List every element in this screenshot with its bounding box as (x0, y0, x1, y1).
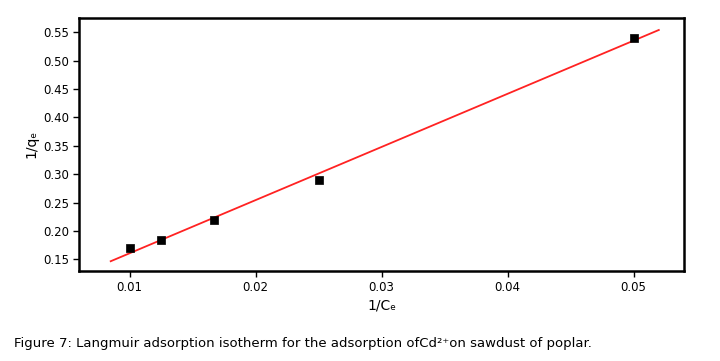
Point (124, 245, 135, 251)
Y-axis label: 1/qₑ: 1/qₑ (24, 130, 39, 158)
Point (156, 236, 167, 242)
Text: Figure 7: Langmuir adsorption isotherm for the adsorption ofCd²⁺on sawdust of po: Figure 7: Langmuir adsorption isotherm f… (14, 337, 593, 350)
Point (208, 217, 220, 222)
X-axis label: 1/Cₑ: 1/Cₑ (367, 298, 396, 312)
Point (628, 35, 639, 41)
Point (313, 177, 325, 183)
